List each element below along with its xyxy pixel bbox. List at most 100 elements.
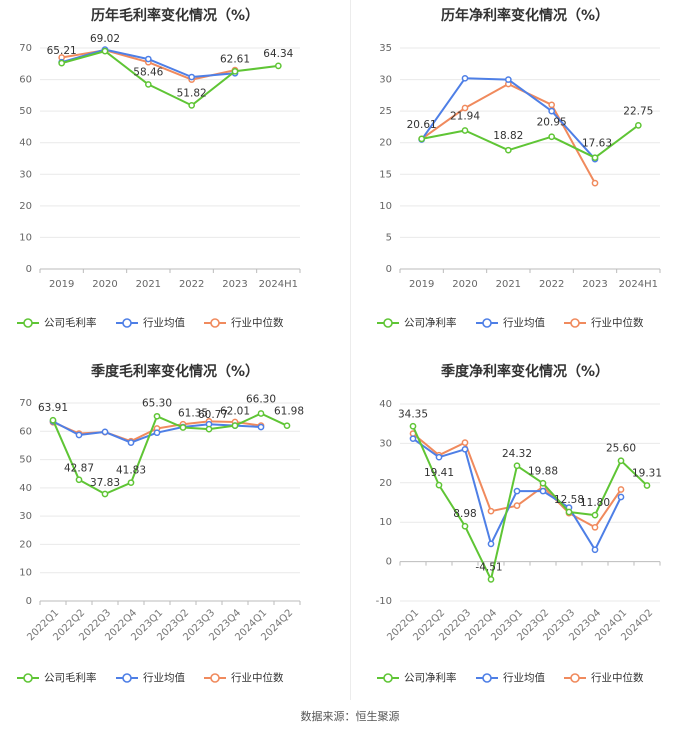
data-point (513, 462, 521, 470)
legend-item: 行业中位数 (204, 316, 284, 329)
x-tick-label: 2020 (92, 279, 117, 290)
legend-label: 行业均值 (503, 671, 545, 684)
data-label: 62.61 (220, 53, 250, 65)
data-label: 61.98 (274, 406, 304, 418)
y-tick-label: 50 (19, 106, 32, 117)
legend-marker (570, 673, 580, 683)
y-tick-label: 70 (19, 398, 32, 409)
y-tick-label: 40 (19, 483, 32, 494)
chart-panel-2: 历年净利率变化情况（%） 0 5 10 15 20 25 30 35 2019 2020 2021 20… (377, 7, 661, 329)
data-point (283, 422, 291, 430)
data-label: 25.60 (606, 443, 636, 455)
data-label: 21.94 (450, 110, 480, 122)
y-tick-label: 15 (379, 169, 392, 180)
data-point (487, 540, 495, 548)
legend-marker (570, 318, 580, 328)
data-point (513, 487, 521, 495)
legend-item: 行业中位数 (564, 316, 644, 329)
legend-marker (383, 318, 393, 328)
data-label: 60.77 (198, 409, 228, 421)
y-tick-label: 0 (26, 264, 32, 275)
data-point (231, 67, 239, 75)
data-label: 63.91 (38, 402, 68, 414)
legend-marker (383, 673, 393, 683)
data-point (617, 493, 625, 501)
series-line (61, 50, 279, 107)
data-point (435, 453, 443, 461)
legend-label: 行业均值 (143, 316, 185, 329)
data-point (591, 546, 599, 554)
y-tick-label: 20 (379, 138, 392, 149)
data-label: 19.41 (424, 467, 454, 479)
data-point (127, 479, 135, 487)
data-point (179, 424, 187, 431)
legend-marker (482, 318, 492, 328)
data-point (75, 476, 83, 484)
legend-item: 行业中位数 (204, 671, 284, 684)
x-tick-label: 2023 (582, 279, 607, 290)
legend-item: 公司净利率 (377, 671, 457, 684)
series-line (52, 412, 288, 495)
legend-item: 行业均值 (476, 671, 545, 684)
data-point (127, 439, 135, 446)
y-tick-label: 5 (386, 232, 392, 243)
data-point (548, 133, 556, 141)
data-point (634, 122, 642, 129)
x-tick-label: 2023 (222, 279, 247, 290)
y-tick-label: 35 (379, 43, 392, 54)
x-tick-label: 2021 (496, 279, 521, 290)
data-label: 62.01 (220, 406, 250, 418)
chart-title: 季度净利率变化情况（%） (440, 363, 609, 380)
y-tick-label: 30 (379, 75, 392, 86)
panel-separator (350, 0, 351, 700)
data-point (58, 59, 66, 67)
data-point (188, 73, 196, 81)
y-tick-label: -10 (376, 596, 392, 607)
x-tick-label: 2019 (409, 279, 434, 290)
x-tick-label: 2021 (136, 279, 161, 290)
data-point (461, 439, 469, 446)
legend: 公司毛利率 行业均值 行业中位数 (17, 316, 284, 329)
series-company (58, 47, 282, 109)
data-label: 24.32 (502, 448, 532, 460)
y-tick-label: 20 (19, 539, 32, 550)
x-tick-label: 2020 (452, 279, 477, 290)
y-tick-label: 10 (379, 517, 392, 528)
data-label: 19.31 (632, 468, 662, 480)
data-point (504, 146, 512, 154)
data-label: 22.75 (623, 105, 653, 117)
legend-item: 公司毛利率 (17, 316, 97, 329)
data-label: 8.98 (453, 508, 476, 520)
data-label: 34.35 (398, 408, 428, 420)
legend-label: 公司毛利率 (44, 316, 97, 329)
y-tick-label: 70 (19, 43, 32, 54)
data-point (153, 412, 161, 420)
legend-marker (23, 673, 33, 683)
data-point (409, 422, 417, 430)
data-point (101, 490, 109, 498)
data-point (461, 74, 469, 82)
y-tick-label: 40 (19, 138, 32, 149)
data-point (101, 428, 109, 436)
data-point (418, 135, 426, 143)
data-label: 11.80 (580, 497, 610, 509)
data-label: 20.95 (537, 117, 567, 129)
data-label: 66.30 (246, 393, 276, 405)
legend-label: 行业均值 (143, 671, 185, 684)
data-point (591, 154, 599, 162)
y-tick-label: 0 (386, 557, 392, 568)
y-tick-label: 10 (19, 232, 32, 243)
x-tick-label: 2022 (539, 279, 564, 290)
y-tick-label: 10 (19, 568, 32, 579)
data-point (565, 508, 573, 516)
data-point (487, 507, 495, 515)
legend-label: 行业中位数 (591, 671, 644, 684)
x-tick-label: 2024H1 (259, 279, 298, 290)
legend-label: 行业中位数 (231, 671, 284, 684)
y-tick-label: 40 (379, 399, 392, 410)
data-point (188, 102, 196, 109)
y-tick-label: 50 (19, 455, 32, 466)
data-label: 51.82 (177, 87, 207, 99)
data-point (153, 429, 161, 437)
data-label: 37.83 (90, 477, 120, 489)
